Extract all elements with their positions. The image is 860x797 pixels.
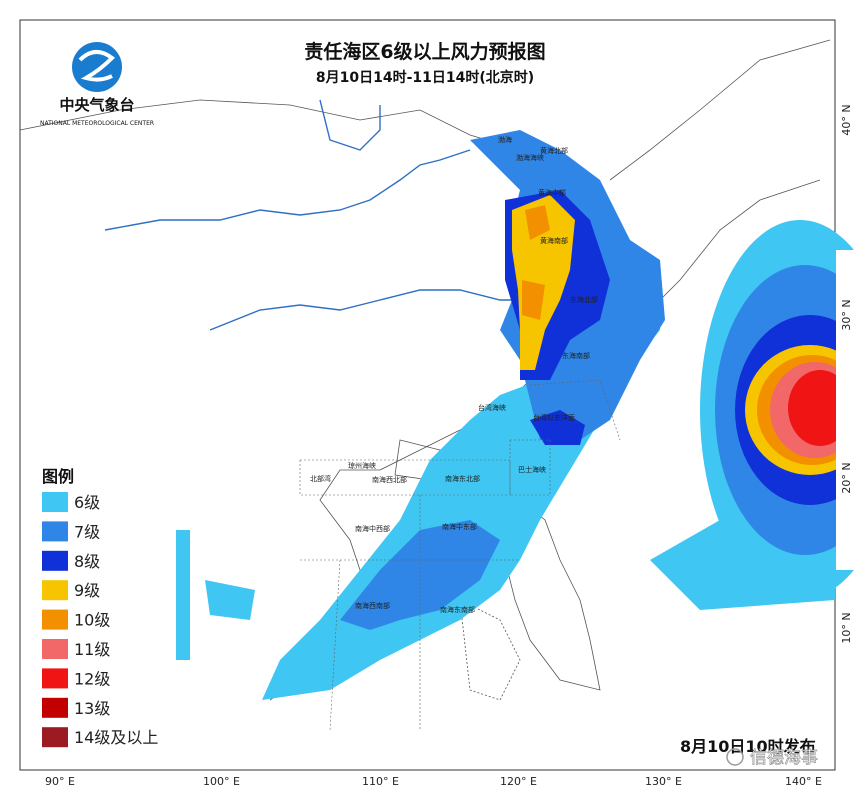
logo bbox=[72, 42, 122, 92]
legend-swatch bbox=[42, 550, 68, 571]
legend-swatch bbox=[42, 639, 68, 659]
legend-swatch bbox=[42, 727, 68, 748]
subtitle: 8月10日14时-11日14时(北京时) bbox=[316, 69, 534, 86]
watermark: 信德海事 bbox=[750, 748, 818, 768]
region-label: 黄海中部 bbox=[538, 188, 566, 197]
legend-label: 11级 bbox=[74, 640, 110, 659]
rivers bbox=[104, 99, 530, 331]
region-label: 黄海北部 bbox=[540, 146, 568, 155]
longitude-label: 140° E bbox=[785, 775, 822, 788]
region-boundaries bbox=[299, 379, 621, 731]
longitude-label: 120° E bbox=[500, 775, 537, 788]
legend-swatch bbox=[42, 580, 68, 601]
legend-label: 9级 bbox=[74, 581, 100, 600]
legend-swatch bbox=[42, 668, 68, 689]
legend-swatch bbox=[42, 697, 68, 718]
region-label: 东海南部 bbox=[562, 351, 590, 360]
region-label: 南海东南部 bbox=[440, 605, 475, 614]
latitude-label: 30° N bbox=[840, 299, 853, 330]
title: 责任海区6级以上风力预报图 bbox=[304, 40, 545, 63]
legend-label: 12级 bbox=[74, 669, 110, 688]
region-label: 台湾海峡 bbox=[478, 403, 506, 412]
region-label: 渤海 bbox=[498, 135, 512, 144]
longitude-label: 110° E bbox=[362, 775, 399, 788]
region-label: 南海中东部 bbox=[442, 522, 477, 531]
latitude-label: 20° N bbox=[840, 462, 853, 493]
issue-time: 8月10日10时发布 bbox=[680, 737, 816, 756]
longitude-label: 130° E bbox=[645, 775, 682, 788]
region-label: 南海西南部 bbox=[355, 601, 390, 610]
legend-swatch bbox=[42, 521, 68, 542]
region-label: 南海西北部 bbox=[372, 475, 407, 484]
logo-english: NATIONAL METEOROLOGICAL CENTER bbox=[40, 120, 154, 127]
region-label: 北部湾 bbox=[310, 474, 331, 483]
region-label: 巴士海峡 bbox=[518, 465, 546, 474]
region-label: 南海东北部 bbox=[445, 474, 480, 483]
legend-label: 10级 bbox=[74, 611, 110, 630]
legend-label: 7级 bbox=[74, 522, 100, 541]
region-label: 东海北部 bbox=[570, 295, 598, 304]
legend: 6级 7级 8级 9级 10级 11级 12级 13级 14级及以上 bbox=[42, 492, 158, 748]
legend-swatch bbox=[42, 492, 68, 512]
legend-label: 13级 bbox=[74, 699, 110, 718]
region-label: 台湾以东洋面 bbox=[533, 413, 575, 422]
region-label: 黄海南部 bbox=[540, 236, 568, 245]
latitude-label: 40° N bbox=[840, 104, 853, 135]
legend-title: 图例 bbox=[42, 467, 74, 486]
logo-name: 中央气象台 bbox=[59, 96, 134, 114]
region-labels: 渤海 渤海海峡 黄海北部 黄海中部 黄海南部 东海北部 东海南部 台湾海峡 台湾… bbox=[310, 135, 598, 614]
region-label: 南海中西部 bbox=[355, 524, 390, 533]
latitude-labels: 40° N 30° N 20° N 10° N bbox=[840, 104, 853, 643]
legend-label: 8级 bbox=[74, 552, 100, 571]
legend-label: 6级 bbox=[74, 493, 100, 512]
longitude-labels: 90° E 100° E 110° E 120° E 130° E 140° E bbox=[45, 775, 822, 788]
region-label: 渤海海峡 bbox=[516, 153, 544, 162]
legend-label: 14级及以上 bbox=[74, 728, 158, 747]
longitude-label: 100° E bbox=[203, 775, 240, 788]
legend-swatch bbox=[42, 609, 68, 630]
region-label: 琼州海峡 bbox=[348, 461, 376, 470]
longitude-label: 90° E bbox=[45, 775, 75, 788]
wind-areas bbox=[165, 130, 860, 700]
watermark-icon bbox=[726, 748, 744, 766]
latitude-label: 10° N bbox=[840, 612, 853, 643]
